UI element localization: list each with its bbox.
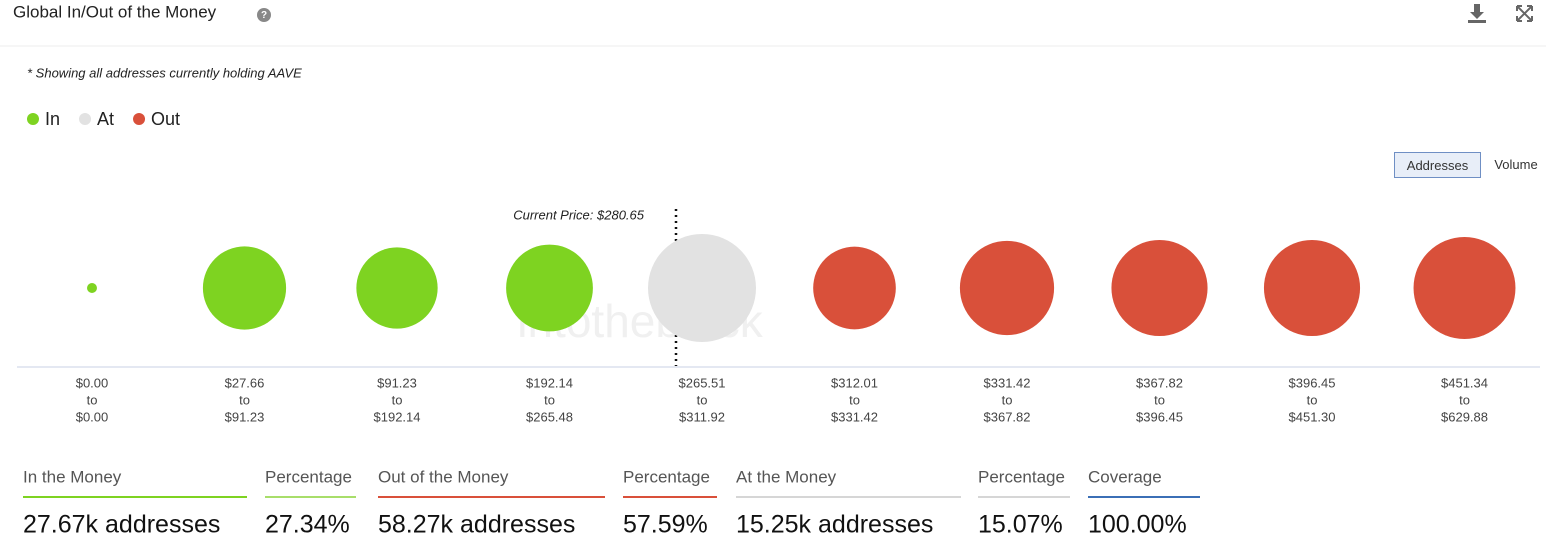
range-separator: to: [392, 392, 403, 407]
range-from: $27.66: [225, 375, 265, 390]
addresses-button[interactable]: Addresses: [1394, 152, 1481, 178]
bubble: [813, 246, 896, 330]
range-from: $192.14: [526, 375, 573, 390]
annotation: Current Price: $280.65: [513, 207, 645, 222]
stat-label: Percentage: [978, 467, 1065, 486]
stat-value: 27.34%: [265, 511, 350, 539]
bubble: [1263, 239, 1361, 337]
bubble: [959, 240, 1055, 336]
stat-label: Percentage: [623, 467, 710, 486]
range-from: $451.34: [1441, 375, 1488, 390]
stat-underline: [1088, 496, 1200, 498]
expand-icon[interactable]: [1516, 5, 1533, 22]
range-to: $451.30: [1289, 409, 1336, 424]
stat-label: Coverage: [1088, 467, 1162, 486]
bubble: [1413, 237, 1516, 339]
bubble: [648, 234, 756, 342]
range-to: $311.92: [679, 409, 725, 424]
range-to: $331.42: [831, 409, 878, 424]
legend-label: Out: [151, 109, 180, 129]
range-to: $0.00: [76, 409, 109, 424]
stat-label: In the Money: [23, 467, 122, 486]
range-separator: to: [849, 392, 860, 407]
range-separator: to: [1459, 392, 1470, 407]
range-to: $629.88: [1441, 409, 1488, 424]
legend-marker: [27, 113, 39, 125]
stat-underline: [378, 496, 605, 498]
legend-marker: [133, 113, 146, 125]
stat-underline: [23, 496, 247, 498]
range-to: $192.14: [374, 409, 421, 424]
range-from: $396.45: [1289, 375, 1336, 390]
range-separator: to: [1002, 392, 1013, 407]
legend-marker: [79, 113, 92, 125]
stat-value: 100.00%: [1088, 511, 1187, 539]
bubble: [87, 283, 97, 293]
range-from: $312.01: [831, 375, 878, 390]
stat-value: 15.07%: [978, 511, 1063, 539]
legend-label: At: [97, 109, 114, 129]
range-separator: to: [87, 392, 98, 407]
stat-value: 57.59%: [623, 511, 708, 539]
range-separator: to: [697, 392, 708, 407]
range-from: $0.00: [76, 375, 109, 390]
title: Global In/Out of the Money: [13, 2, 217, 21]
range-to: $367.82: [984, 409, 1031, 424]
range-from: $331.42: [984, 375, 1031, 390]
range-from: $91.23: [377, 375, 417, 390]
range-to: $265.48: [526, 409, 573, 424]
stat-underline: [736, 496, 961, 498]
range-to: $91.23: [225, 409, 265, 424]
bubble: [356, 247, 438, 329]
volume-button[interactable]: Volume: [1494, 157, 1538, 172]
help-icon-glyph: ?: [261, 10, 267, 21]
bubble: [506, 244, 593, 332]
stat-value: 27.67k addresses: [23, 511, 220, 539]
note: * Showing all addresses currently holdin…: [27, 65, 302, 80]
stat-underline: [623, 496, 717, 498]
stat-value: 58.27k addresses: [378, 511, 575, 539]
stat-label: At the Money: [736, 467, 837, 486]
help-icon[interactable]: [257, 8, 271, 22]
range-separator: to: [1154, 392, 1165, 407]
range-from: $265.51: [679, 375, 726, 390]
range-separator: to: [1307, 392, 1318, 407]
stat-underline: [978, 496, 1070, 498]
legend-label: In: [45, 109, 60, 129]
bubble: [1111, 239, 1208, 337]
range-separator: to: [544, 392, 555, 407]
stat-label: Percentage: [265, 467, 352, 486]
stat-underline: [265, 496, 356, 498]
range-to: $396.45: [1136, 409, 1183, 424]
stat-label: Out of the Money: [378, 467, 509, 486]
bubble: [202, 246, 287, 330]
range-separator: to: [239, 392, 250, 407]
range-from: $367.82: [1136, 375, 1183, 390]
stat-value: 15.25k addresses: [736, 511, 933, 539]
download-icon[interactable]: [1468, 4, 1486, 23]
